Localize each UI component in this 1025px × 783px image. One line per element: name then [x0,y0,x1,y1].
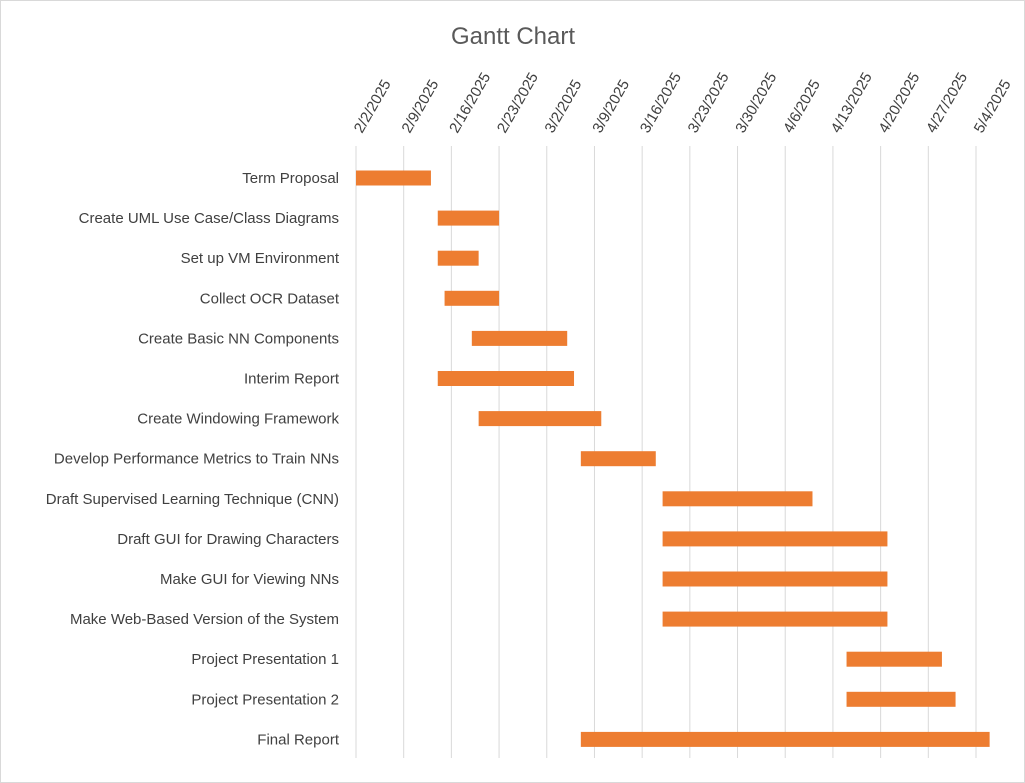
task-label: Draft Supervised Learning Technique (CNN… [46,491,339,508]
task-bars [356,170,990,747]
x-tick-label: 2/23/2025 [494,70,542,136]
task-bar [662,571,888,587]
task-bar [580,731,990,747]
x-tick-label: 5/4/2025 [971,77,1015,136]
task-bar [478,411,602,427]
task-bar [662,611,888,627]
task-bar [437,371,575,386]
x-tick-label: 3/23/2025 [685,70,733,136]
x-tick-label: 2/2/2025 [351,77,395,136]
task-bar [471,330,568,346]
x-tick-label: 4/13/2025 [828,70,876,136]
x-tick-label: 4/27/2025 [923,70,971,136]
task-label: Develop Performance Metrics to Train NNs [54,451,339,468]
task-label: Create Windowing Framework [137,411,339,428]
task-label: Final Report [257,731,340,748]
x-tick-label: 3/2/2025 [542,77,586,136]
task-label: Project Presentation 1 [191,651,339,668]
task-labels: Term Proposal Create UML Use Case/Class D… [46,170,340,748]
task-label: Set up VM Environment [181,250,340,267]
task-label: Create UML Use Case/Class Diagrams [79,210,339,227]
task-label: Project Presentation 2 [191,691,339,708]
chart-title: Gantt Chart [451,23,575,50]
task-label: Term Proposal [242,170,339,187]
x-tick-label: 3/16/2025 [637,70,685,136]
task-label: Draft GUI for Drawing Characters [117,531,339,548]
task-bar [846,691,956,707]
task-bar [846,651,942,667]
task-bar [356,170,431,186]
task-label: Collect OCR Dataset [200,290,340,307]
task-label: Make Web-Based Version of the System [70,611,339,628]
task-bar [444,290,500,306]
task-bar [437,250,479,266]
task-label: Create Basic NN Components [138,330,339,347]
x-axis-tick-labels: 2/2/2025 2/9/2025 2/16/2025 2/23/2025 3/2/20… [351,70,1015,136]
task-bar [662,491,813,507]
task-bar [580,451,656,467]
task-label: Make GUI for Viewing NNs [160,571,339,588]
task-bar [437,210,500,226]
x-tick-label: 2/9/2025 [398,77,442,136]
task-bar [662,531,888,547]
x-tick-label: 3/9/2025 [589,77,633,136]
x-tick-label: 4/20/2025 [875,70,923,136]
x-tick-label: 4/6/2025 [780,77,824,136]
x-tick-label: 3/30/2025 [732,70,780,136]
task-label: Interim Report [244,371,340,388]
x-tick-label: 2/16/2025 [446,70,494,136]
